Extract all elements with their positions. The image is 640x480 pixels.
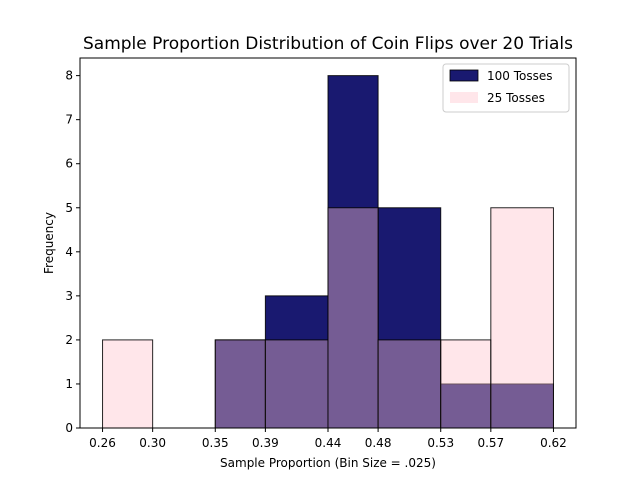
- y-tick-label: 1: [65, 377, 73, 391]
- chart-title: Sample Proportion Distribution of Coin F…: [83, 34, 573, 54]
- bar-25-tosses-bin-6: [377, 339, 442, 429]
- y-tick-label: 2: [65, 333, 73, 347]
- x-tick-label: 0.26: [89, 436, 116, 450]
- x-tick-label: 0.44: [315, 436, 342, 450]
- bar-25-tosses-bin-8: [490, 207, 554, 429]
- bars-group: [102, 75, 554, 429]
- bar-100-tosses-bin-6: [377, 207, 442, 429]
- y-axis-ticks: 0 1 2 3 4 5 6 7 8: [65, 69, 80, 435]
- y-tick-label: 3: [65, 289, 73, 303]
- legend: 100 Tosses 25 Tosses: [442, 63, 570, 113]
- bar-25-tosses-bin-3: [214, 339, 266, 429]
- x-tick-label: 0.48: [365, 436, 392, 450]
- y-tick-label: 8: [65, 69, 73, 83]
- legend-label-100-tosses: 100 Tosses: [487, 69, 553, 83]
- bar-25-tosses-bin-7: [440, 339, 492, 429]
- legend-swatch-25-tosses: [450, 92, 478, 103]
- x-axis-ticks: 0.26 0.30 0.35 0.39 0.44 0.48 0.53 0.57 0.62: [89, 428, 567, 450]
- bar-25-tosses-bin-1: [102, 339, 154, 429]
- bar-100-tosses-bin-3: [214, 339, 266, 429]
- y-axis-label: Frequency: [42, 212, 56, 274]
- x-tick-label: 0.35: [202, 436, 229, 450]
- x-tick-label: 0.53: [427, 436, 454, 450]
- legend-swatch-100-tosses: [449, 69, 479, 82]
- x-tick-label: 0.57: [477, 436, 504, 450]
- x-tick-label: 0.62: [540, 436, 567, 450]
- x-axis-label: Sample Proportion (Bin Size = .025): [220, 456, 436, 470]
- x-tick-label: 0.30: [139, 436, 166, 450]
- bar-25-tosses-bin-5: [327, 207, 379, 429]
- bar-100-tosses-bin-4: [264, 295, 329, 429]
- bar-25-tosses-bin-4: [264, 339, 329, 429]
- y-tick-label: 6: [65, 157, 73, 171]
- bar-100-tosses-bin-5: [327, 75, 379, 429]
- y-tick-label: 0: [65, 421, 73, 435]
- y-tick-label: 7: [65, 113, 73, 127]
- x-tick-label: 0.39: [252, 436, 279, 450]
- y-tick-label: 5: [65, 201, 73, 215]
- y-tick-label: 4: [65, 245, 73, 259]
- legend-label-25-tosses: 25 Tosses: [487, 91, 545, 105]
